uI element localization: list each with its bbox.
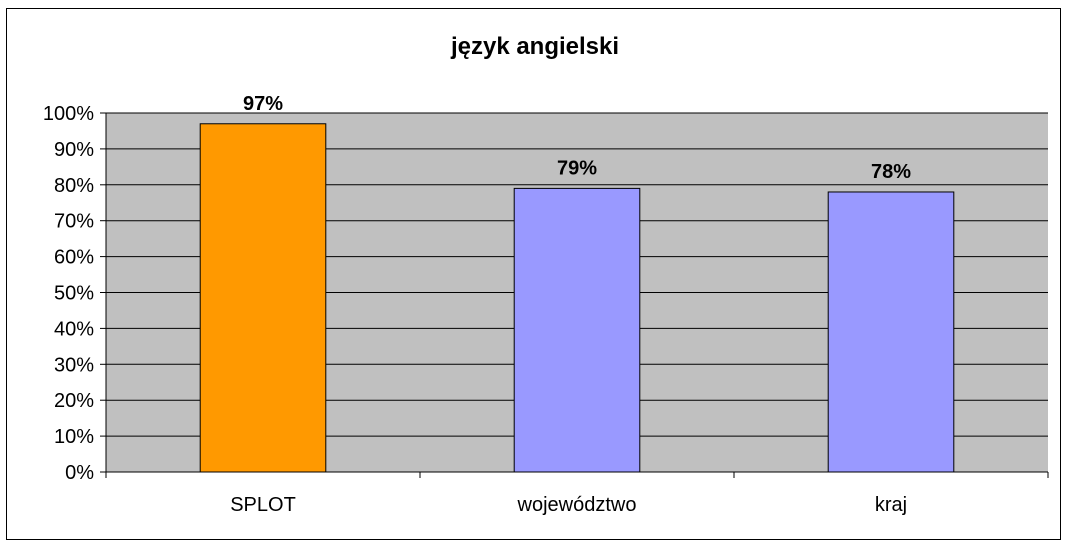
axes	[100, 112, 1049, 478]
data-label: 79%	[557, 157, 597, 179]
bars	[199, 123, 955, 473]
x-category-label: województwo	[517, 494, 637, 516]
bar-2	[827, 191, 955, 473]
y-tick-label: 100%	[43, 103, 94, 125]
bar-1	[513, 187, 641, 473]
y-tick-label: 30%	[54, 354, 94, 376]
y-tick-label: 60%	[54, 247, 94, 269]
y-tick-label: 80%	[54, 175, 94, 197]
x-category-label: SPLOT	[230, 494, 296, 516]
y-tick-label: 20%	[54, 390, 94, 412]
y-tick-label: 50%	[54, 283, 94, 305]
chart-title: język angielski	[450, 33, 619, 60]
y-tick-label: 70%	[54, 211, 94, 233]
labels: 0% 10% 20% 30% 40% 50% 60% 70% 80% 90% 100% 97% SPLO…	[43, 93, 911, 516]
y-tick-label: 90%	[54, 139, 94, 161]
x-category-label: kraj	[875, 494, 907, 516]
data-label: 97%	[243, 93, 283, 115]
bar-0	[199, 123, 327, 473]
y-tick-label: 10%	[54, 426, 94, 448]
data-label: 78%	[871, 161, 911, 183]
y-tick-label: 40%	[54, 318, 94, 340]
y-tick-label: 0%	[65, 462, 94, 484]
